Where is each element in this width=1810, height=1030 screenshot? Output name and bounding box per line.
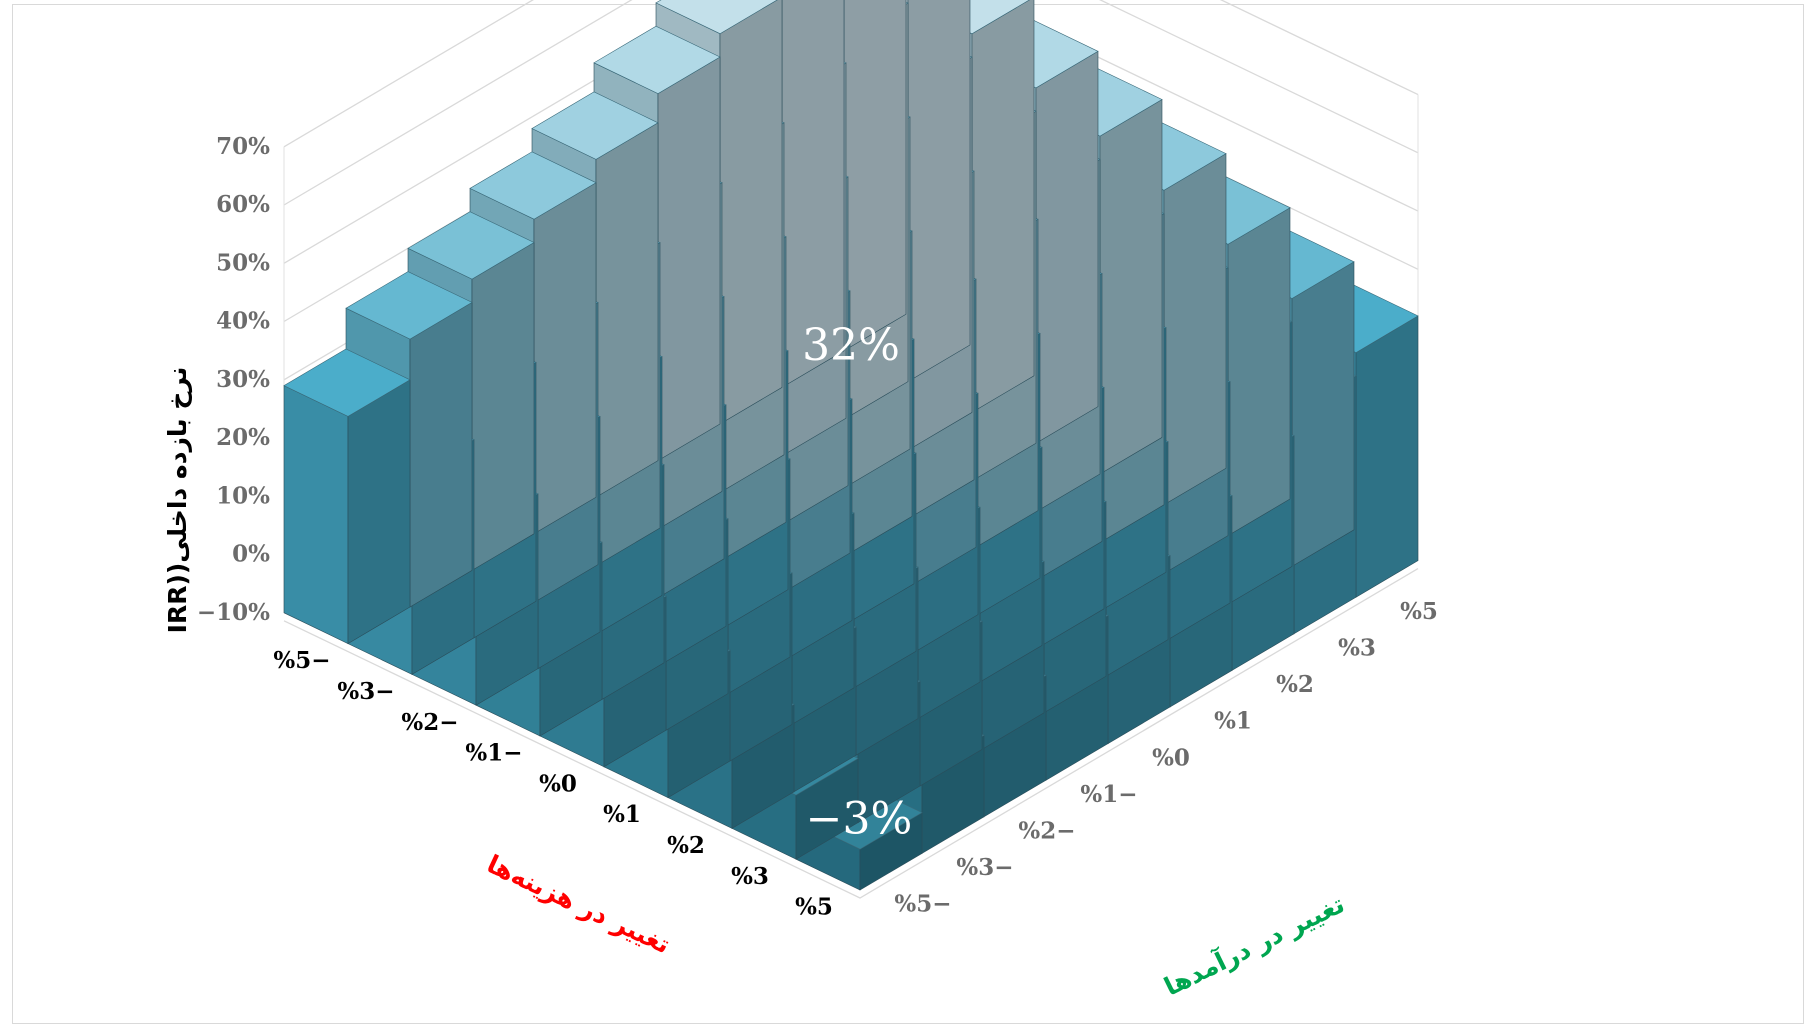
revenue-axis-title: تغییر در درآمدها (1159, 888, 1349, 1002)
bar-top-face (531, 91, 659, 160)
grid-line (283, 0, 1419, 206)
cost-category-label: %2 (667, 832, 705, 859)
cost-category-label: %5 (795, 894, 833, 921)
value-annotation: −3% (806, 794, 913, 845)
cost-category-label: %5− (273, 647, 330, 674)
bar-left-face (283, 385, 349, 645)
bar-top-face (655, 0, 778, 35)
z-tick-label: −10% (197, 599, 270, 626)
floor-edge (283, 568, 1419, 899)
z-tick-label: 60% (216, 191, 270, 218)
bar-right-face (657, 56, 721, 462)
bar-right-face (347, 379, 411, 645)
z-axis-ticks: −10% 0% 10% 20% 30% 40% 50% 60% 70% (197, 133, 270, 626)
cost-category-label: %0 (539, 770, 577, 797)
z-tick-label: 40% (216, 308, 270, 335)
z-tick-label: 20% (216, 424, 270, 451)
bar-right-face (843, 0, 907, 352)
bar-right-face (1099, 98, 1163, 475)
revenue-category-label: %2− (1018, 818, 1075, 845)
bar-top-face (469, 151, 597, 220)
bar-right-face (1035, 50, 1099, 444)
cost-category-label: %3− (337, 678, 394, 705)
grid-line (283, 0, 1419, 264)
revenue-category-label: %3 (1338, 635, 1376, 662)
revenue-axis-labels: %5−%3−%2−%1− %0 %1 %2 %3 %5 (894, 598, 1438, 918)
bar-top-face (283, 348, 411, 417)
bar-right-face (719, 0, 783, 425)
cost-axis-labels: %5− %3− %2− %1− %0 %1 %2 %3 %5 (273, 647, 833, 920)
z-tick-label: 10% (216, 482, 270, 509)
z-tick-label: 30% (216, 366, 270, 393)
revenue-category-label: %0 (1152, 744, 1190, 771)
value-annotation: 32% (802, 320, 900, 371)
revenue-category-label: %2 (1276, 671, 1314, 698)
bar-right-face (1227, 207, 1291, 537)
bar-right-face (533, 182, 597, 535)
bar-right-face (971, 0, 1035, 413)
grid-line (283, 0, 1419, 148)
revenue-category-label: %5 (1400, 598, 1438, 625)
revenue-category-label: %3− (956, 854, 1013, 881)
cost-category-label: %3 (731, 863, 769, 890)
cost-category-label: %1− (465, 740, 522, 767)
bar-top-face (593, 25, 721, 94)
revenue-category-label: %5− (894, 891, 951, 918)
z-axis-title: IRR))نرخ بازده داخلی (163, 367, 193, 634)
bar-right-face (409, 301, 473, 608)
bar-right-face (595, 122, 659, 498)
bar-top-face (345, 271, 473, 340)
bar-right-face (1163, 153, 1227, 506)
z-tick-label: 50% (216, 249, 270, 276)
z-tick-label: 0% (232, 541, 270, 568)
z-tick-label: 70% (216, 133, 270, 160)
bar-right-face (1355, 315, 1419, 598)
bar-top-face (407, 211, 535, 280)
bar (283, 348, 411, 645)
bar-right-face (471, 241, 535, 571)
bar-right-face (1291, 261, 1355, 567)
bar-layer (283, 0, 1419, 891)
bar-right-face (907, 0, 971, 383)
cost-category-label: %1 (603, 801, 641, 828)
cost-category-label: %2− (401, 709, 458, 736)
cost-axis-title: تغییر در هزینه‌ها (482, 849, 675, 960)
revenue-category-label: %1− (1080, 781, 1137, 808)
revenue-category-label: %1 (1214, 708, 1252, 735)
annotations: 64%32%−3% (802, 320, 913, 845)
